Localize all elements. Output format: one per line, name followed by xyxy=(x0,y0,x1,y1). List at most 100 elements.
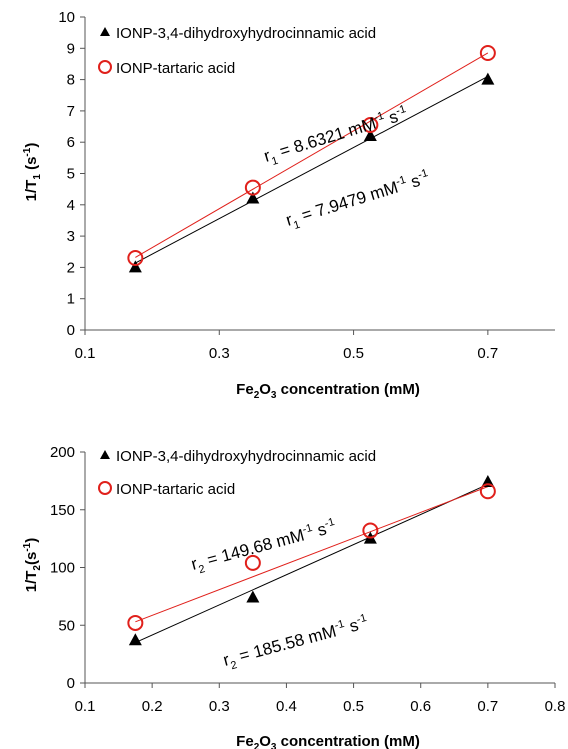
y-tick-label: 7 xyxy=(67,103,75,120)
slope-annotation-part: = 8.6321 mM xyxy=(273,114,378,163)
x-axis-label: Fe2O3 concentration (mM) xyxy=(236,381,420,401)
x-axis-label-part: Fe xyxy=(236,733,254,749)
slope-annotation-sup: -1 xyxy=(301,522,314,536)
x-tick-label: 0.2 xyxy=(142,698,163,715)
y-tick-label: 50 xyxy=(58,617,75,634)
legend-circle-icon xyxy=(98,481,112,495)
legend-label: IONP-tartaric acid xyxy=(116,481,235,498)
y-axis-label: 1/T2(s-1) xyxy=(22,538,43,593)
series-1-point xyxy=(246,590,260,603)
slope-annotation: r1 = 8.6321 mM-1 s-1 xyxy=(261,103,411,170)
y-tick-label: 3 xyxy=(67,228,75,245)
x-axis-label-part: O xyxy=(259,733,271,749)
slope-annotation-part: s xyxy=(382,107,400,129)
x-tick-label: 0.7 xyxy=(477,345,498,362)
y-tick-label: 10 xyxy=(58,9,75,26)
y-tick-label: 4 xyxy=(67,197,75,214)
y-tick-label: 100 xyxy=(50,560,75,577)
slope-annotation: r2 = 185.58 mM-1 s-1 xyxy=(221,612,371,674)
slope-annotation-part: r xyxy=(262,146,273,166)
series-1-fit-line xyxy=(135,76,489,264)
y-axis-label-sub: 2 xyxy=(32,565,43,571)
slope-annotation-sub: 2 xyxy=(229,659,238,672)
slope-annotation-sup: -1 xyxy=(416,167,429,181)
x-tick-label: 0.7 xyxy=(477,698,498,715)
x-tick-label: 0.1 xyxy=(75,345,96,362)
x-tick-label: 0.1 xyxy=(75,698,96,715)
legend-label: IONP-3,4-dihydroxyhydrocinnamic acid xyxy=(116,448,376,465)
y-tick-label: 1 xyxy=(67,291,75,308)
series-1-point xyxy=(128,260,142,273)
slope-annotation: r2 = 149.68 mM-1 s-1 xyxy=(189,516,339,578)
slope-annotation-sup: -1 xyxy=(355,612,368,626)
x-tick-label: 0.8 xyxy=(545,698,566,715)
y-tick-label: 9 xyxy=(67,40,75,57)
y-tick-label: 2 xyxy=(67,259,75,276)
y-axis-label-sup: -1 xyxy=(22,542,33,551)
legend-label: IONP-3,4-dihydroxyhydrocinnamic acid xyxy=(116,25,376,42)
slope-annotation-sup: -1 xyxy=(394,174,407,188)
legend-triangle-icon xyxy=(100,450,110,459)
series-2-point xyxy=(479,44,496,61)
y-tick-label: 150 xyxy=(50,502,75,519)
y-axis-label-part: ) xyxy=(23,143,40,148)
slope-annotation-sub: 1 xyxy=(292,219,301,232)
y-axis-label-part: ) xyxy=(23,538,40,543)
x-tick-label: 0.5 xyxy=(343,698,364,715)
series-2-point xyxy=(127,250,144,267)
x-axis-label-part: concentration (mM) xyxy=(276,381,419,398)
series-1-fit-line xyxy=(135,483,489,644)
slope-annotation-part: r xyxy=(189,554,200,574)
slope-annotation-part: s xyxy=(404,171,422,193)
y-tick-label: 6 xyxy=(67,134,75,151)
slope-annotation-sup: -1 xyxy=(333,618,346,632)
x-axis-label-sub: 2 xyxy=(254,742,260,749)
y-axis-label-part: 1/T xyxy=(23,571,40,593)
x-tick-label: 0.3 xyxy=(209,698,230,715)
slope-annotation-part: = 7.9479 mM xyxy=(295,178,400,227)
series-1-point xyxy=(363,128,377,141)
slope-annotation-part: r xyxy=(221,650,232,670)
legend-triangle-icon xyxy=(100,27,110,36)
slope-annotation-part: s xyxy=(311,519,329,541)
slope-annotation-part: s xyxy=(343,615,361,637)
slope-annotation-sub: 1 xyxy=(270,155,279,168)
x-axis-label-sub: 3 xyxy=(271,742,277,749)
y-axis-label-part: (s xyxy=(23,552,40,565)
series-2-point xyxy=(362,116,379,133)
series-1-point xyxy=(246,191,260,204)
series-2-point xyxy=(127,614,144,631)
y-tick-label: 0 xyxy=(67,322,75,339)
slope-annotation-sup: -1 xyxy=(372,110,385,124)
x-axis-label-sub: 2 xyxy=(254,390,260,401)
slope-annotation-part: = 185.58 mM xyxy=(233,621,339,666)
y-tick-label: 5 xyxy=(67,166,75,183)
x-tick-label: 0.6 xyxy=(410,698,431,715)
x-axis-label-sub: 3 xyxy=(271,390,277,401)
series-2-point xyxy=(244,179,261,196)
y-tick-label: 200 xyxy=(50,444,75,461)
series-2-point xyxy=(479,483,496,500)
x-tick-label: 0.5 xyxy=(343,345,364,362)
slope-annotation-part: = 149.68 mM xyxy=(201,525,307,570)
x-axis-label: Fe2O3 concentration (mM) xyxy=(236,733,420,749)
x-axis-label-part: Fe xyxy=(236,381,254,398)
y-axis-label-sup: -1 xyxy=(22,147,33,156)
slope-annotation-sup: -1 xyxy=(394,103,407,117)
series-1-point xyxy=(481,72,495,85)
x-tick-label: 0.3 xyxy=(209,345,230,362)
series-2-fit-line xyxy=(135,486,489,623)
y-axis-label: 1/T1 (s-1) xyxy=(22,143,43,202)
legend-circle-icon xyxy=(98,60,112,74)
slope-annotation-part: r xyxy=(284,210,295,230)
slope-annotation-sup: -1 xyxy=(323,516,336,530)
legend-label: IONP-tartaric acid xyxy=(116,60,235,77)
slope-annotation-sub: 2 xyxy=(197,563,206,576)
y-axis-label-part: (s xyxy=(23,157,40,175)
y-axis-label-sub: 1 xyxy=(32,174,43,180)
series-2-point xyxy=(362,522,379,539)
series-1-point xyxy=(128,633,142,646)
